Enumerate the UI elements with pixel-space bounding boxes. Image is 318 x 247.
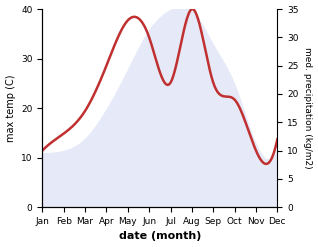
Y-axis label: med. precipitation (kg/m2): med. precipitation (kg/m2) xyxy=(303,47,313,169)
X-axis label: date (month): date (month) xyxy=(119,231,201,242)
Y-axis label: max temp (C): max temp (C) xyxy=(5,74,16,142)
